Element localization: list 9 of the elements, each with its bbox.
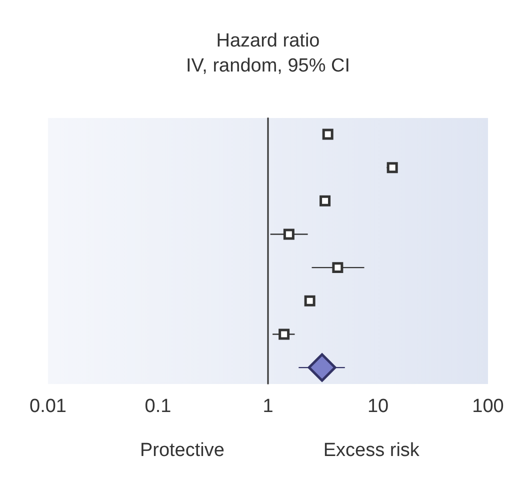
x-tick-label: 0.01 <box>30 396 66 417</box>
x-tick-label: 1 <box>262 396 274 417</box>
chart-subtitle: IV, random, 95% CI <box>186 55 350 76</box>
text: Protective <box>140 440 224 462</box>
text: Excess risk <box>323 440 420 462</box>
x-tick-label: 10 <box>367 396 389 417</box>
x-tick-label: 0.1 <box>144 396 172 417</box>
chart-title: Hazard ratio <box>216 30 320 52</box>
x-tick-label: 100 <box>472 396 504 417</box>
